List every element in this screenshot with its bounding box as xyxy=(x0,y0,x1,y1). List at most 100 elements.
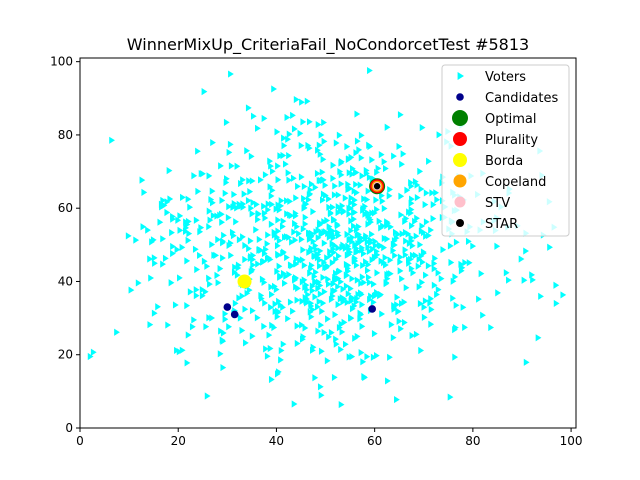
voter-point xyxy=(399,160,405,168)
y-tick-label: 0 xyxy=(65,421,73,435)
voter-point xyxy=(343,340,349,348)
voter-point xyxy=(338,345,344,354)
voter-point xyxy=(335,300,342,309)
voter-point xyxy=(241,190,248,198)
voter-point xyxy=(335,203,342,211)
voter-point xyxy=(311,252,318,260)
voter-point xyxy=(315,250,322,259)
voter-point xyxy=(133,236,140,244)
voter-point xyxy=(248,253,254,261)
voter-point xyxy=(280,217,287,225)
voter-point xyxy=(431,265,438,273)
voter-point xyxy=(165,321,172,329)
voter-point xyxy=(284,253,290,262)
voter-point xyxy=(322,181,329,189)
voter-point xyxy=(236,294,243,302)
legend-marker-voters xyxy=(457,72,464,80)
voter-point xyxy=(315,146,321,154)
voter-point xyxy=(313,268,319,276)
voter-point xyxy=(337,295,344,303)
voter-point xyxy=(269,290,275,299)
voter-point xyxy=(246,245,252,253)
candidates-point xyxy=(223,303,232,311)
voter-point xyxy=(382,164,389,173)
voter-point xyxy=(185,236,192,244)
voter-point xyxy=(476,295,482,303)
voter-point xyxy=(285,169,292,177)
voter-point xyxy=(294,322,301,330)
voter-point xyxy=(358,279,365,288)
voter-point xyxy=(114,328,120,336)
voter-point xyxy=(226,148,233,157)
voter-point xyxy=(217,265,224,273)
voter-point xyxy=(397,258,404,266)
voter-point xyxy=(338,320,345,328)
voter-point xyxy=(220,237,227,245)
voter-point xyxy=(191,316,198,324)
voter-point xyxy=(410,269,417,277)
voter-point xyxy=(87,352,94,361)
voter-point xyxy=(276,262,283,270)
voter-point xyxy=(312,293,319,301)
y-tick-label: 100 xyxy=(50,55,73,69)
voter-point xyxy=(391,152,397,160)
voter-point xyxy=(160,235,167,243)
voter-point xyxy=(170,212,176,221)
voter-point xyxy=(335,191,342,199)
voter-point xyxy=(339,243,346,252)
voter-point xyxy=(317,219,323,227)
voter-point xyxy=(379,310,386,318)
voter-point xyxy=(397,111,404,119)
voter-point xyxy=(318,131,325,139)
voter-point xyxy=(220,329,227,337)
voter-point xyxy=(303,297,310,305)
voter-point xyxy=(347,184,354,193)
voter-point xyxy=(222,310,229,318)
voter-point xyxy=(402,251,409,259)
voter-point xyxy=(374,269,381,277)
voter-point xyxy=(193,292,200,300)
voter-point xyxy=(325,280,332,288)
voter-point xyxy=(428,295,434,303)
voter-point xyxy=(244,147,251,155)
voter-point xyxy=(242,241,249,250)
voter-point xyxy=(370,353,377,361)
voter-point xyxy=(417,241,424,249)
voter-point xyxy=(325,275,332,283)
voter-point xyxy=(366,247,373,255)
voter-point xyxy=(390,334,397,342)
legend-label-optimal: Optimal xyxy=(485,112,536,127)
voter-point xyxy=(226,203,233,211)
voter-point xyxy=(282,279,288,287)
voter-point xyxy=(177,212,184,220)
y-tick-label: 60 xyxy=(58,201,73,215)
voter-point xyxy=(369,230,375,238)
voter-point xyxy=(308,180,315,188)
voter-point xyxy=(140,223,147,231)
voter-point xyxy=(447,393,454,401)
legend-label-borda: Borda xyxy=(485,154,523,169)
voter-point xyxy=(192,245,199,253)
voter-point xyxy=(222,189,229,197)
voter-point xyxy=(348,295,355,303)
voter-point xyxy=(431,259,438,268)
voter-point xyxy=(207,216,214,224)
voter-point xyxy=(365,261,372,269)
voter-point xyxy=(139,176,146,184)
voter-point xyxy=(361,195,368,203)
voter-point xyxy=(292,276,298,284)
voter-point xyxy=(203,323,210,331)
voter-point xyxy=(359,301,366,309)
voter-point xyxy=(235,261,242,269)
voter-point xyxy=(344,298,351,307)
voter-point xyxy=(383,261,389,269)
voter-point xyxy=(228,162,235,170)
voter-point xyxy=(206,223,213,231)
voter-point xyxy=(193,286,200,294)
voter-point xyxy=(374,168,380,176)
voter-point xyxy=(423,218,430,226)
voter-point xyxy=(398,211,405,219)
legend-marker-stv xyxy=(454,196,466,208)
voter-point xyxy=(373,196,380,204)
